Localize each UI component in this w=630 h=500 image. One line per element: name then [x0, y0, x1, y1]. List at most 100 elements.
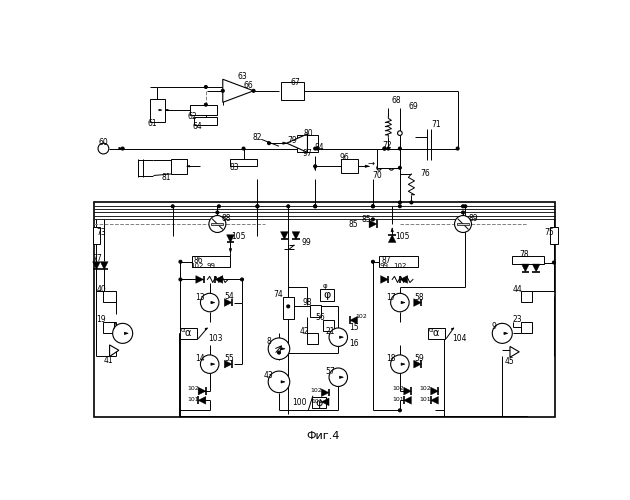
Polygon shape	[287, 134, 307, 152]
Circle shape	[242, 147, 245, 150]
Bar	[320, 288, 334, 301]
Text: 63: 63	[237, 72, 247, 82]
Bar	[94, 202, 554, 416]
Text: 85: 85	[349, 220, 358, 228]
Text: 83: 83	[229, 164, 239, 172]
Polygon shape	[321, 389, 329, 396]
Text: φ: φ	[316, 398, 323, 407]
Polygon shape	[321, 398, 329, 406]
Text: 7: 7	[112, 322, 117, 331]
Text: α: α	[185, 328, 192, 338]
Text: φ: φ	[323, 290, 330, 300]
Text: 71: 71	[432, 120, 441, 129]
Bar	[457, 223, 469, 225]
Circle shape	[456, 147, 459, 150]
Text: 41: 41	[103, 356, 113, 365]
Polygon shape	[350, 316, 358, 324]
Text: α: α	[433, 328, 439, 338]
Polygon shape	[93, 262, 100, 270]
Text: 105: 105	[232, 232, 246, 241]
Circle shape	[314, 147, 317, 150]
Text: 58: 58	[415, 292, 424, 302]
Text: 82: 82	[253, 132, 262, 141]
Circle shape	[461, 205, 464, 208]
Circle shape	[256, 205, 259, 208]
Polygon shape	[391, 228, 393, 232]
Text: 98: 98	[302, 298, 312, 307]
Polygon shape	[404, 396, 411, 404]
Polygon shape	[414, 298, 421, 306]
Bar	[379, 256, 418, 267]
Text: 60: 60	[98, 138, 108, 147]
Circle shape	[256, 205, 259, 208]
Polygon shape	[452, 328, 454, 330]
Text: 81: 81	[162, 172, 171, 182]
Text: 14: 14	[195, 354, 205, 364]
Polygon shape	[381, 276, 388, 283]
Circle shape	[267, 142, 270, 144]
Circle shape	[391, 355, 409, 374]
Text: 100: 100	[292, 398, 307, 407]
Bar	[231, 158, 258, 166]
Bar	[312, 398, 326, 408]
Polygon shape	[510, 346, 519, 357]
Circle shape	[329, 368, 348, 386]
Circle shape	[98, 143, 109, 154]
Text: 55: 55	[225, 354, 234, 364]
Polygon shape	[401, 363, 405, 366]
Circle shape	[204, 103, 207, 106]
Polygon shape	[292, 232, 300, 239]
Polygon shape	[340, 376, 343, 378]
Circle shape	[287, 305, 290, 308]
Circle shape	[371, 260, 374, 264]
Circle shape	[314, 205, 317, 208]
Polygon shape	[314, 166, 316, 170]
Polygon shape	[211, 363, 215, 366]
Polygon shape	[196, 276, 203, 283]
Polygon shape	[404, 387, 411, 395]
Text: 75: 75	[544, 228, 554, 237]
Polygon shape	[224, 360, 232, 368]
Text: 66: 66	[243, 81, 253, 90]
Circle shape	[461, 211, 464, 214]
Polygon shape	[340, 336, 343, 338]
Text: 89: 89	[468, 214, 478, 223]
Text: 101: 101	[420, 397, 431, 402]
Bar	[521, 291, 532, 302]
Circle shape	[391, 294, 409, 312]
Polygon shape	[504, 332, 508, 334]
Text: 8: 8	[266, 338, 272, 346]
Circle shape	[398, 201, 401, 204]
Circle shape	[377, 166, 381, 170]
Circle shape	[387, 147, 390, 150]
Polygon shape	[198, 396, 206, 404]
Text: 45: 45	[505, 358, 515, 366]
Text: 40: 40	[96, 285, 106, 294]
Circle shape	[383, 147, 386, 150]
Text: 62: 62	[188, 112, 198, 120]
Text: Фиг.4: Фиг.4	[306, 431, 340, 441]
Text: 76: 76	[420, 170, 430, 178]
Bar	[297, 134, 318, 152]
Polygon shape	[401, 302, 405, 304]
Text: 104: 104	[452, 334, 466, 343]
Polygon shape	[229, 248, 232, 252]
Circle shape	[179, 260, 182, 264]
Circle shape	[383, 147, 386, 150]
Circle shape	[121, 147, 124, 150]
Bar	[307, 334, 318, 344]
Text: 64: 64	[193, 122, 202, 130]
Text: 68: 68	[391, 96, 401, 104]
Polygon shape	[369, 220, 377, 228]
Text: 96: 96	[340, 154, 349, 162]
Text: 85: 85	[362, 215, 372, 224]
Text: 21: 21	[325, 328, 335, 336]
Bar	[103, 322, 114, 332]
Circle shape	[492, 324, 512, 344]
Circle shape	[241, 278, 244, 281]
Text: 18: 18	[387, 354, 396, 364]
Circle shape	[371, 218, 374, 221]
Text: φ: φ	[323, 282, 328, 288]
Polygon shape	[110, 345, 119, 356]
Text: 101: 101	[188, 397, 199, 402]
